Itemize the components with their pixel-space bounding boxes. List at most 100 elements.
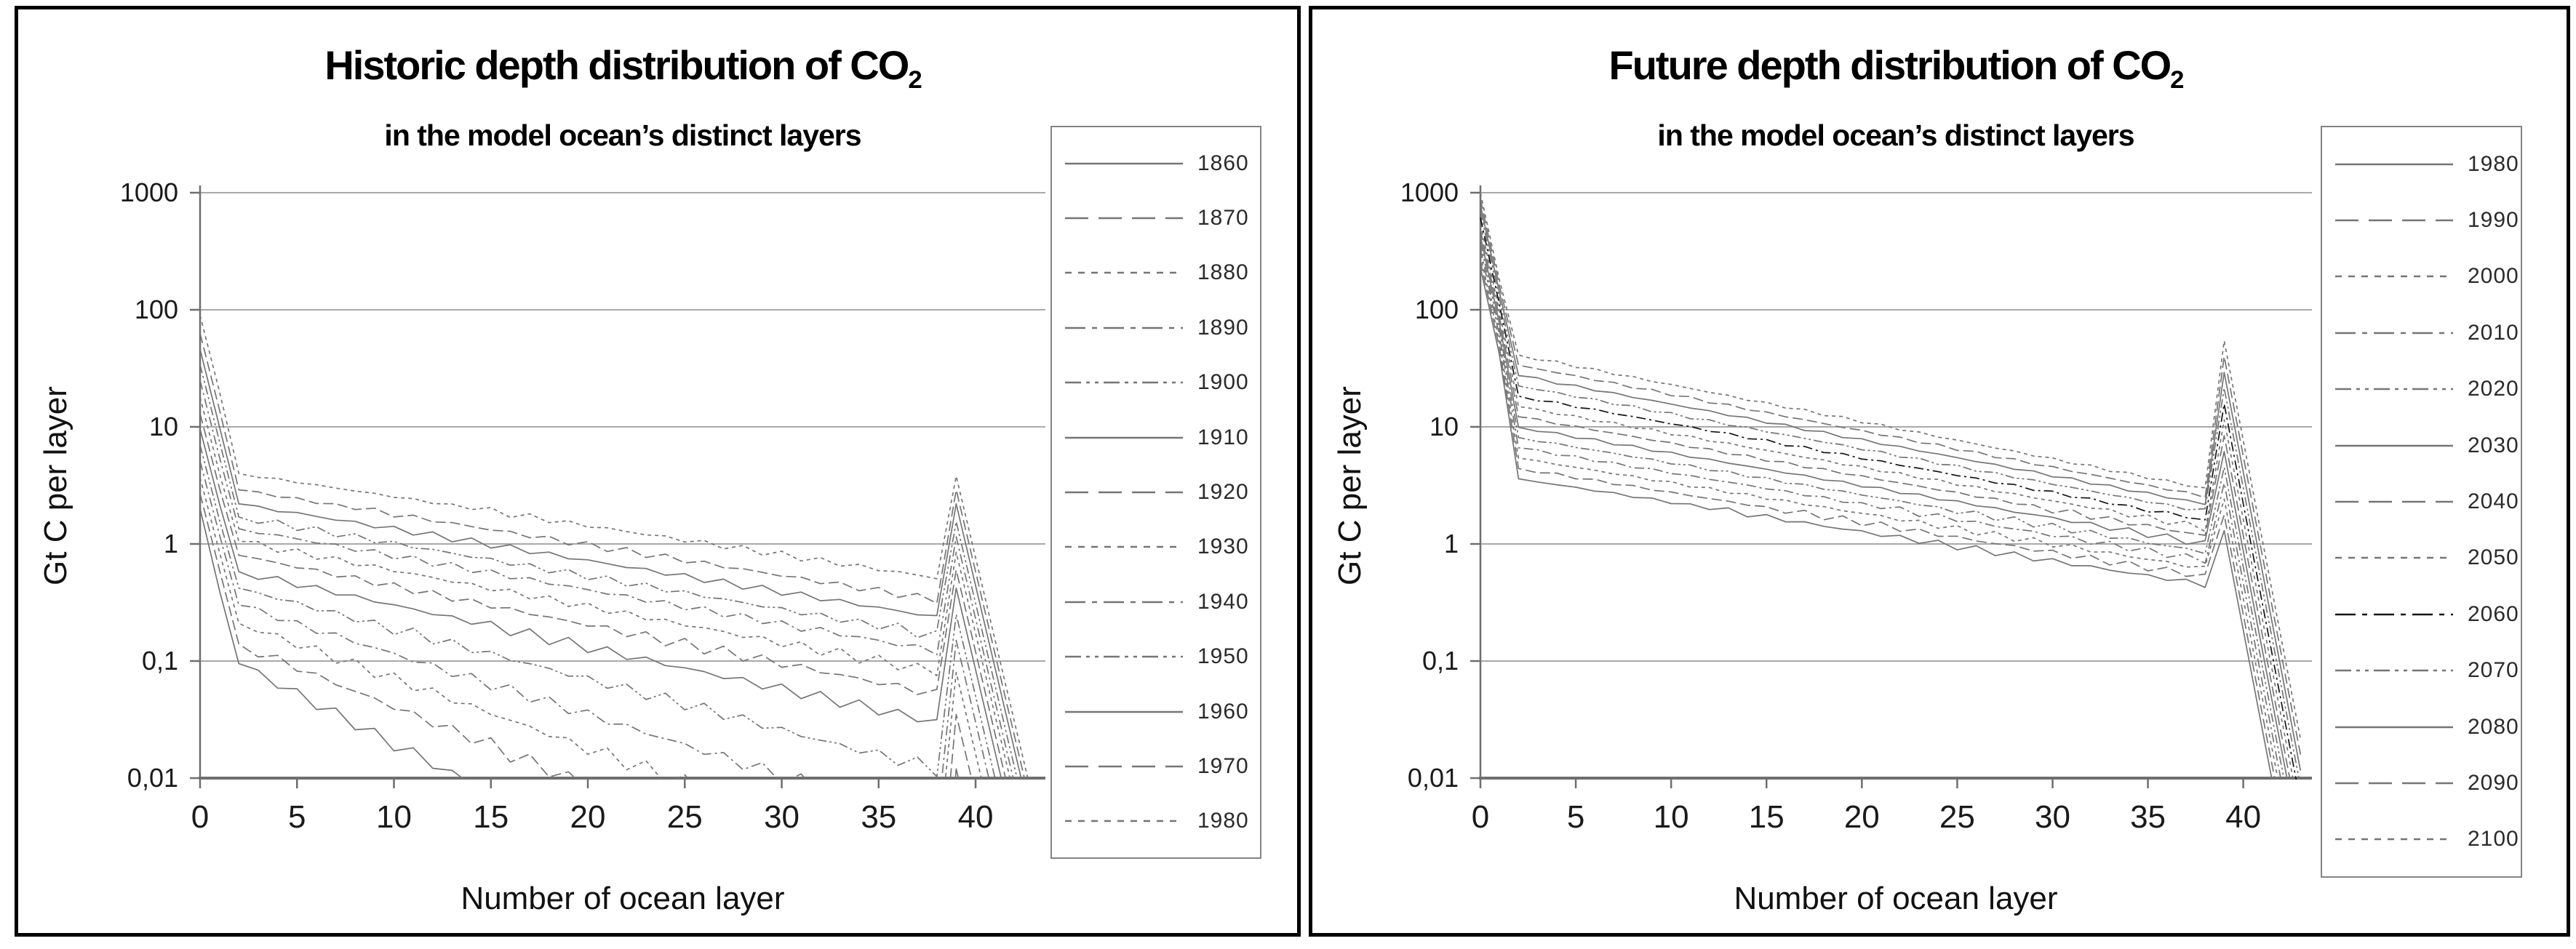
y-tick-label-1000: 1000 bbox=[120, 177, 178, 207]
series-line-1990 bbox=[1480, 261, 2276, 780]
series-line-2090 bbox=[1480, 199, 2302, 755]
legend-line-sample-2040 bbox=[2335, 500, 2453, 503]
y-tick-label-1: 1 bbox=[1444, 529, 1459, 558]
series-line-1940 bbox=[199, 380, 1015, 780]
legend-line-sample-1870 bbox=[1065, 217, 1183, 220]
chart-title: Future depth distribution of CO2 bbox=[1312, 41, 2479, 95]
legend-item-label: 1910 bbox=[1197, 425, 1249, 449]
legend-item-2030: 2030 bbox=[2322, 417, 2521, 473]
legend-line-sample-1860 bbox=[1065, 162, 1183, 164]
chart-subtitle: in the model ocean’s distinct layers bbox=[384, 119, 861, 152]
x-tick-label-30: 30 bbox=[2035, 799, 2070, 835]
series-line-2080 bbox=[1480, 205, 2302, 771]
legend-item-1860: 1860 bbox=[1052, 136, 1260, 191]
legend-line-sample-1940 bbox=[1065, 601, 1183, 604]
legend-line-sample-1960 bbox=[1065, 710, 1183, 713]
legend-line-sample-2060 bbox=[2335, 613, 2453, 616]
legend-line-sample-2000 bbox=[2335, 276, 2453, 278]
legend-item-1880: 1880 bbox=[1052, 246, 1260, 300]
legend-item-label: 1900 bbox=[1197, 370, 1249, 395]
legend-item-label: 1890 bbox=[1197, 315, 1249, 340]
legend-item-1920: 1920 bbox=[1052, 465, 1260, 519]
legend-line-sample-1900 bbox=[1065, 382, 1183, 384]
chart-title-subscript: 2 bbox=[908, 66, 922, 95]
legend-item-label: 2030 bbox=[2468, 433, 2519, 457]
series-line-1910 bbox=[199, 428, 1002, 780]
y-tick-label-1000: 1000 bbox=[1400, 177, 1459, 207]
x-tick-label-30: 30 bbox=[764, 799, 799, 835]
y-tick-label-0,01: 0,01 bbox=[127, 763, 178, 793]
legend-item-label: 2010 bbox=[2468, 320, 2519, 345]
series-line-1930 bbox=[199, 396, 1011, 780]
legend-item-2080: 2080 bbox=[2322, 699, 2521, 755]
legend-item-1950: 1950 bbox=[1052, 630, 1260, 684]
y-tick-label-0,01: 0,01 bbox=[1408, 763, 1459, 793]
legend-line-sample-2010 bbox=[2335, 332, 2453, 335]
legend-line-sample-2020 bbox=[2335, 388, 2453, 391]
series-line-2070 bbox=[1480, 211, 2300, 780]
x-tick-label-5: 5 bbox=[288, 799, 306, 835]
legend-line-sample-1910 bbox=[1065, 436, 1183, 439]
x-tick-label-20: 20 bbox=[1844, 799, 1880, 835]
legend-line-sample-2030 bbox=[2335, 444, 2453, 447]
y-tick-label-1: 1 bbox=[164, 529, 178, 558]
y-tick-label-100: 100 bbox=[1415, 295, 1459, 324]
legend-item-1910: 1910 bbox=[1052, 410, 1260, 465]
legend-item-label: 2020 bbox=[2468, 377, 2519, 401]
legend-item-label: 1940 bbox=[1197, 589, 1249, 614]
legend-item-1940: 1940 bbox=[1052, 574, 1260, 629]
chart-title-subscript: 2 bbox=[2170, 66, 2184, 95]
y-tick-label-100: 100 bbox=[135, 295, 178, 324]
legend-line-sample-1890 bbox=[1065, 327, 1183, 329]
series-line-2020 bbox=[1480, 242, 2285, 780]
legend-item-label: 1980 bbox=[2468, 151, 2519, 176]
legend-item-1890: 1890 bbox=[1052, 300, 1260, 355]
legend-line-sample-1980 bbox=[2335, 163, 2453, 165]
y-tick-label-0,1: 0,1 bbox=[1422, 646, 1459, 676]
legend-item-label: 1870 bbox=[1197, 206, 1249, 231]
series-line-1880 bbox=[199, 477, 983, 780]
series-line-1970 bbox=[199, 333, 1026, 780]
legend-item-1970: 1970 bbox=[1052, 739, 1260, 793]
series-line-1920 bbox=[199, 413, 1007, 780]
legend-line-sample-2100 bbox=[2335, 838, 2453, 841]
legend-line-sample-1950 bbox=[1065, 655, 1183, 658]
legend-item-1990: 1990 bbox=[2322, 192, 2521, 248]
legend-line-sample-2050 bbox=[2335, 557, 2453, 559]
x-tick-label-0: 0 bbox=[191, 799, 209, 835]
legend-item-label: 1950 bbox=[1197, 644, 1249, 669]
chart-title: Historic depth distribution of CO2 bbox=[18, 41, 1227, 95]
x-tick-label-0: 0 bbox=[1472, 799, 1489, 835]
series-line-1890 bbox=[199, 460, 990, 780]
legend-item-label: 1980 bbox=[1197, 809, 1249, 833]
series-line-2030 bbox=[1480, 236, 2288, 780]
y-tick-label-10: 10 bbox=[149, 412, 178, 441]
legend-item-1960: 1960 bbox=[1052, 684, 1260, 739]
series-line-1960 bbox=[199, 349, 1023, 780]
series-line-1950 bbox=[199, 364, 1018, 780]
chart-title-text: Historic depth distribution of CO bbox=[324, 42, 909, 88]
legend-box: 1860 1870 1880 1890 1900 1910 1920 1930 1940 1950… bbox=[1050, 126, 1261, 859]
x-tick-label-10: 10 bbox=[1654, 799, 1689, 835]
series-line-2000 bbox=[1480, 255, 2279, 780]
legend-line-sample-2090 bbox=[2335, 782, 2453, 785]
legend-item-2020: 2020 bbox=[2322, 361, 2521, 417]
legend-item-2060: 2060 bbox=[2322, 586, 2521, 642]
series-line-2050 bbox=[1480, 223, 2294, 780]
legend-item-label: 1960 bbox=[1197, 699, 1249, 724]
legend-item-1900: 1900 bbox=[1052, 356, 1260, 410]
series-line-2100 bbox=[1480, 193, 2302, 740]
series-line-1870 bbox=[199, 493, 973, 780]
legend-box: 1980 1990 2000 2010 2020 2030 2040 2050 2060 2070… bbox=[2321, 126, 2522, 878]
legend-item-label: 2070 bbox=[2468, 658, 2519, 683]
x-tick-label-25: 25 bbox=[1939, 799, 1975, 835]
x-tick-label-10: 10 bbox=[376, 799, 412, 835]
legend-item-1870: 1870 bbox=[1052, 191, 1260, 245]
legend-item-label: 2090 bbox=[2468, 770, 2519, 795]
chart-subtitle: in the model ocean’s distinct layers bbox=[1657, 119, 2134, 152]
x-tick-label-15: 15 bbox=[473, 799, 509, 835]
legend-item-label: 2000 bbox=[2468, 264, 2519, 289]
legend-line-sample-1920 bbox=[1065, 491, 1183, 494]
legend-line-sample-1990 bbox=[2335, 219, 2453, 222]
